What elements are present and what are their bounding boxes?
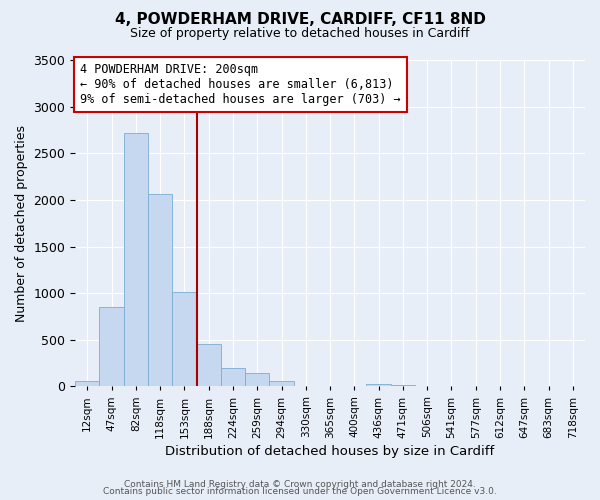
Bar <box>100 307 124 386</box>
Bar <box>221 368 245 386</box>
Bar <box>269 381 293 386</box>
Bar <box>172 292 197 386</box>
Text: Contains HM Land Registry data © Crown copyright and database right 2024.: Contains HM Land Registry data © Crown c… <box>124 480 476 489</box>
Text: 4 POWDERHAM DRIVE: 200sqm
← 90% of detached houses are smaller (6,813)
9% of sem: 4 POWDERHAM DRIVE: 200sqm ← 90% of detac… <box>80 64 401 106</box>
Bar <box>391 384 415 386</box>
Text: Size of property relative to detached houses in Cardiff: Size of property relative to detached ho… <box>130 28 470 40</box>
X-axis label: Distribution of detached houses by size in Cardiff: Distribution of detached houses by size … <box>166 444 495 458</box>
Bar <box>148 194 172 386</box>
Text: 4, POWDERHAM DRIVE, CARDIFF, CF11 8ND: 4, POWDERHAM DRIVE, CARDIFF, CF11 8ND <box>115 12 485 28</box>
Bar <box>367 384 391 386</box>
Bar <box>197 344 221 386</box>
Bar <box>124 132 148 386</box>
Bar <box>75 382 100 386</box>
Y-axis label: Number of detached properties: Number of detached properties <box>15 124 28 322</box>
Bar <box>245 373 269 386</box>
Text: Contains public sector information licensed under the Open Government Licence v3: Contains public sector information licen… <box>103 488 497 496</box>
